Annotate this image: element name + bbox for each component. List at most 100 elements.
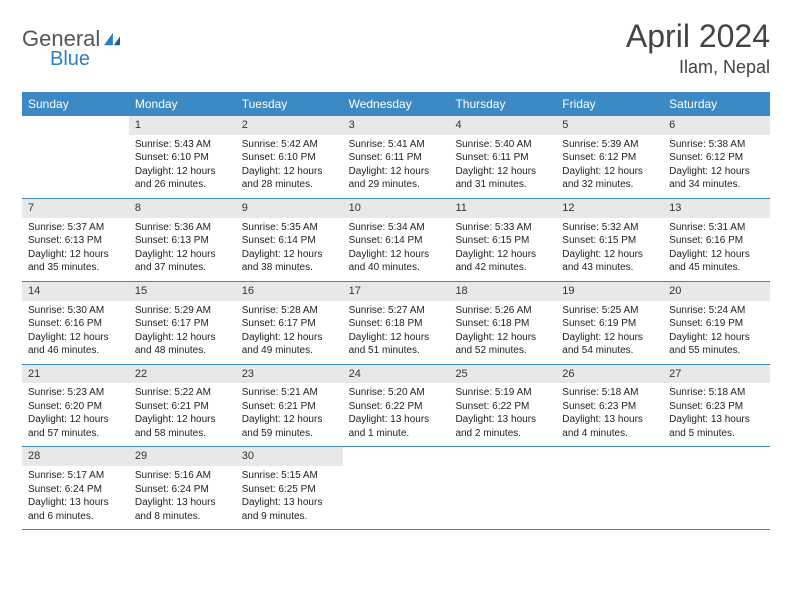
- cell-sunset: Sunset: 6:21 PM: [242, 400, 337, 414]
- cell-sunset: Sunset: 6:23 PM: [562, 400, 657, 414]
- cell-daylight2: and 9 minutes.: [242, 510, 337, 524]
- cell-daylight1: Daylight: 12 hours: [349, 165, 444, 179]
- day-number: 13: [663, 199, 770, 218]
- cell-content: Sunrise: 5:32 AMSunset: 6:15 PMDaylight:…: [556, 218, 663, 281]
- cell-content: Sunrise: 5:31 AMSunset: 6:16 PMDaylight:…: [663, 218, 770, 281]
- cell-content: Sunrise: 5:23 AMSunset: 6:20 PMDaylight:…: [22, 383, 129, 446]
- cell-sunset: Sunset: 6:15 PM: [562, 234, 657, 248]
- title-block: April 2024 Ilam, Nepal: [626, 18, 770, 78]
- calendar-row: 1Sunrise: 5:43 AMSunset: 6:10 PMDaylight…: [22, 116, 770, 199]
- cell-sunset: Sunset: 6:18 PM: [455, 317, 550, 331]
- cell-sunset: Sunset: 6:17 PM: [242, 317, 337, 331]
- cell-daylight1: Daylight: 13 hours: [135, 496, 230, 510]
- cell-sunset: Sunset: 6:22 PM: [455, 400, 550, 414]
- day-number: 11: [449, 199, 556, 218]
- cell-content: Sunrise: 5:33 AMSunset: 6:15 PMDaylight:…: [449, 218, 556, 281]
- cell-daylight2: and 57 minutes.: [28, 427, 123, 441]
- day-number: 28: [22, 447, 129, 466]
- cell-sunset: Sunset: 6:14 PM: [349, 234, 444, 248]
- cell-daylight1: Daylight: 12 hours: [349, 248, 444, 262]
- calendar-cell: 1Sunrise: 5:43 AMSunset: 6:10 PMDaylight…: [129, 116, 236, 198]
- cell-content: Sunrise: 5:21 AMSunset: 6:21 PMDaylight:…: [236, 383, 343, 446]
- cell-sunrise: Sunrise: 5:20 AM: [349, 386, 444, 400]
- cell-sunset: Sunset: 6:10 PM: [135, 151, 230, 165]
- cell-daylight2: and 54 minutes.: [562, 344, 657, 358]
- day-number: [663, 447, 770, 466]
- cell-sunrise: Sunrise: 5:22 AM: [135, 386, 230, 400]
- cell-content: Sunrise: 5:17 AMSunset: 6:24 PMDaylight:…: [22, 466, 129, 529]
- day-number: 12: [556, 199, 663, 218]
- cell-sunset: Sunset: 6:16 PM: [669, 234, 764, 248]
- calendar-cell: 29Sunrise: 5:16 AMSunset: 6:24 PMDayligh…: [129, 447, 236, 529]
- calendar-cell: 23Sunrise: 5:21 AMSunset: 6:21 PMDayligh…: [236, 365, 343, 447]
- cell-sunrise: Sunrise: 5:43 AM: [135, 138, 230, 152]
- day-number: 15: [129, 282, 236, 301]
- calendar-cell: 27Sunrise: 5:18 AMSunset: 6:23 PMDayligh…: [663, 365, 770, 447]
- cell-content: Sunrise: 5:24 AMSunset: 6:19 PMDaylight:…: [663, 301, 770, 364]
- cell-daylight2: and 32 minutes.: [562, 178, 657, 192]
- calendar-cell: [449, 447, 556, 529]
- day-number: 1: [129, 116, 236, 135]
- cell-content: Sunrise: 5:42 AMSunset: 6:10 PMDaylight:…: [236, 135, 343, 198]
- cell-sunset: Sunset: 6:21 PM: [135, 400, 230, 414]
- day-number: 17: [343, 282, 450, 301]
- day-number: 9: [236, 199, 343, 218]
- cell-sunset: Sunset: 6:10 PM: [242, 151, 337, 165]
- day-number: 4: [449, 116, 556, 135]
- day-number: 3: [343, 116, 450, 135]
- calendar-cell: 25Sunrise: 5:19 AMSunset: 6:22 PMDayligh…: [449, 365, 556, 447]
- cell-daylight1: Daylight: 12 hours: [135, 331, 230, 345]
- cell-sunrise: Sunrise: 5:42 AM: [242, 138, 337, 152]
- day-number: 29: [129, 447, 236, 466]
- day-number: [449, 447, 556, 466]
- calendar-cell: 21Sunrise: 5:23 AMSunset: 6:20 PMDayligh…: [22, 365, 129, 447]
- cell-daylight2: and 37 minutes.: [135, 261, 230, 275]
- cell-sunset: Sunset: 6:24 PM: [135, 483, 230, 497]
- cell-daylight2: and 1 minute.: [349, 427, 444, 441]
- day-number: [22, 116, 129, 135]
- cell-daylight1: Daylight: 13 hours: [242, 496, 337, 510]
- cell-daylight2: and 26 minutes.: [135, 178, 230, 192]
- cell-sunset: Sunset: 6:12 PM: [562, 151, 657, 165]
- cell-content: Sunrise: 5:37 AMSunset: 6:13 PMDaylight:…: [22, 218, 129, 281]
- cell-sunset: Sunset: 6:18 PM: [349, 317, 444, 331]
- cell-sunrise: Sunrise: 5:23 AM: [28, 386, 123, 400]
- calendar-cell: [22, 116, 129, 198]
- calendar-cell: 11Sunrise: 5:33 AMSunset: 6:15 PMDayligh…: [449, 199, 556, 281]
- cell-content: Sunrise: 5:40 AMSunset: 6:11 PMDaylight:…: [449, 135, 556, 198]
- cell-sunset: Sunset: 6:11 PM: [349, 151, 444, 165]
- cell-content: Sunrise: 5:18 AMSunset: 6:23 PMDaylight:…: [663, 383, 770, 446]
- cell-daylight1: Daylight: 12 hours: [455, 331, 550, 345]
- calendar-cell: [663, 447, 770, 529]
- cell-sunrise: Sunrise: 5:32 AM: [562, 221, 657, 235]
- cell-sunrise: Sunrise: 5:29 AM: [135, 304, 230, 318]
- cell-daylight1: Daylight: 12 hours: [135, 413, 230, 427]
- cell-daylight2: and 34 minutes.: [669, 178, 764, 192]
- calendar-cell: 15Sunrise: 5:29 AMSunset: 6:17 PMDayligh…: [129, 282, 236, 364]
- cell-sunrise: Sunrise: 5:38 AM: [669, 138, 764, 152]
- calendar-cell: 14Sunrise: 5:30 AMSunset: 6:16 PMDayligh…: [22, 282, 129, 364]
- cell-content: Sunrise: 5:18 AMSunset: 6:23 PMDaylight:…: [556, 383, 663, 446]
- calendar-header-row: Sunday Monday Tuesday Wednesday Thursday…: [22, 92, 770, 116]
- cell-daylight2: and 31 minutes.: [455, 178, 550, 192]
- dayheader-wednesday: Wednesday: [343, 92, 450, 116]
- cell-daylight1: Daylight: 12 hours: [669, 165, 764, 179]
- cell-sunset: Sunset: 6:13 PM: [28, 234, 123, 248]
- calendar-cell: [556, 447, 663, 529]
- cell-sunrise: Sunrise: 5:35 AM: [242, 221, 337, 235]
- calendar-cell: 6Sunrise: 5:38 AMSunset: 6:12 PMDaylight…: [663, 116, 770, 198]
- day-number: [556, 447, 663, 466]
- day-number: 22: [129, 365, 236, 384]
- cell-content: Sunrise: 5:41 AMSunset: 6:11 PMDaylight:…: [343, 135, 450, 198]
- cell-sunrise: Sunrise: 5:39 AM: [562, 138, 657, 152]
- cell-sunset: Sunset: 6:20 PM: [28, 400, 123, 414]
- cell-sunrise: Sunrise: 5:24 AM: [669, 304, 764, 318]
- calendar-cell: 30Sunrise: 5:15 AMSunset: 6:25 PMDayligh…: [236, 447, 343, 529]
- cell-daylight2: and 8 minutes.: [135, 510, 230, 524]
- day-number: 27: [663, 365, 770, 384]
- day-number: 7: [22, 199, 129, 218]
- cell-content: Sunrise: 5:28 AMSunset: 6:17 PMDaylight:…: [236, 301, 343, 364]
- cell-sunrise: Sunrise: 5:36 AM: [135, 221, 230, 235]
- cell-daylight1: Daylight: 12 hours: [242, 413, 337, 427]
- cell-daylight2: and 2 minutes.: [455, 427, 550, 441]
